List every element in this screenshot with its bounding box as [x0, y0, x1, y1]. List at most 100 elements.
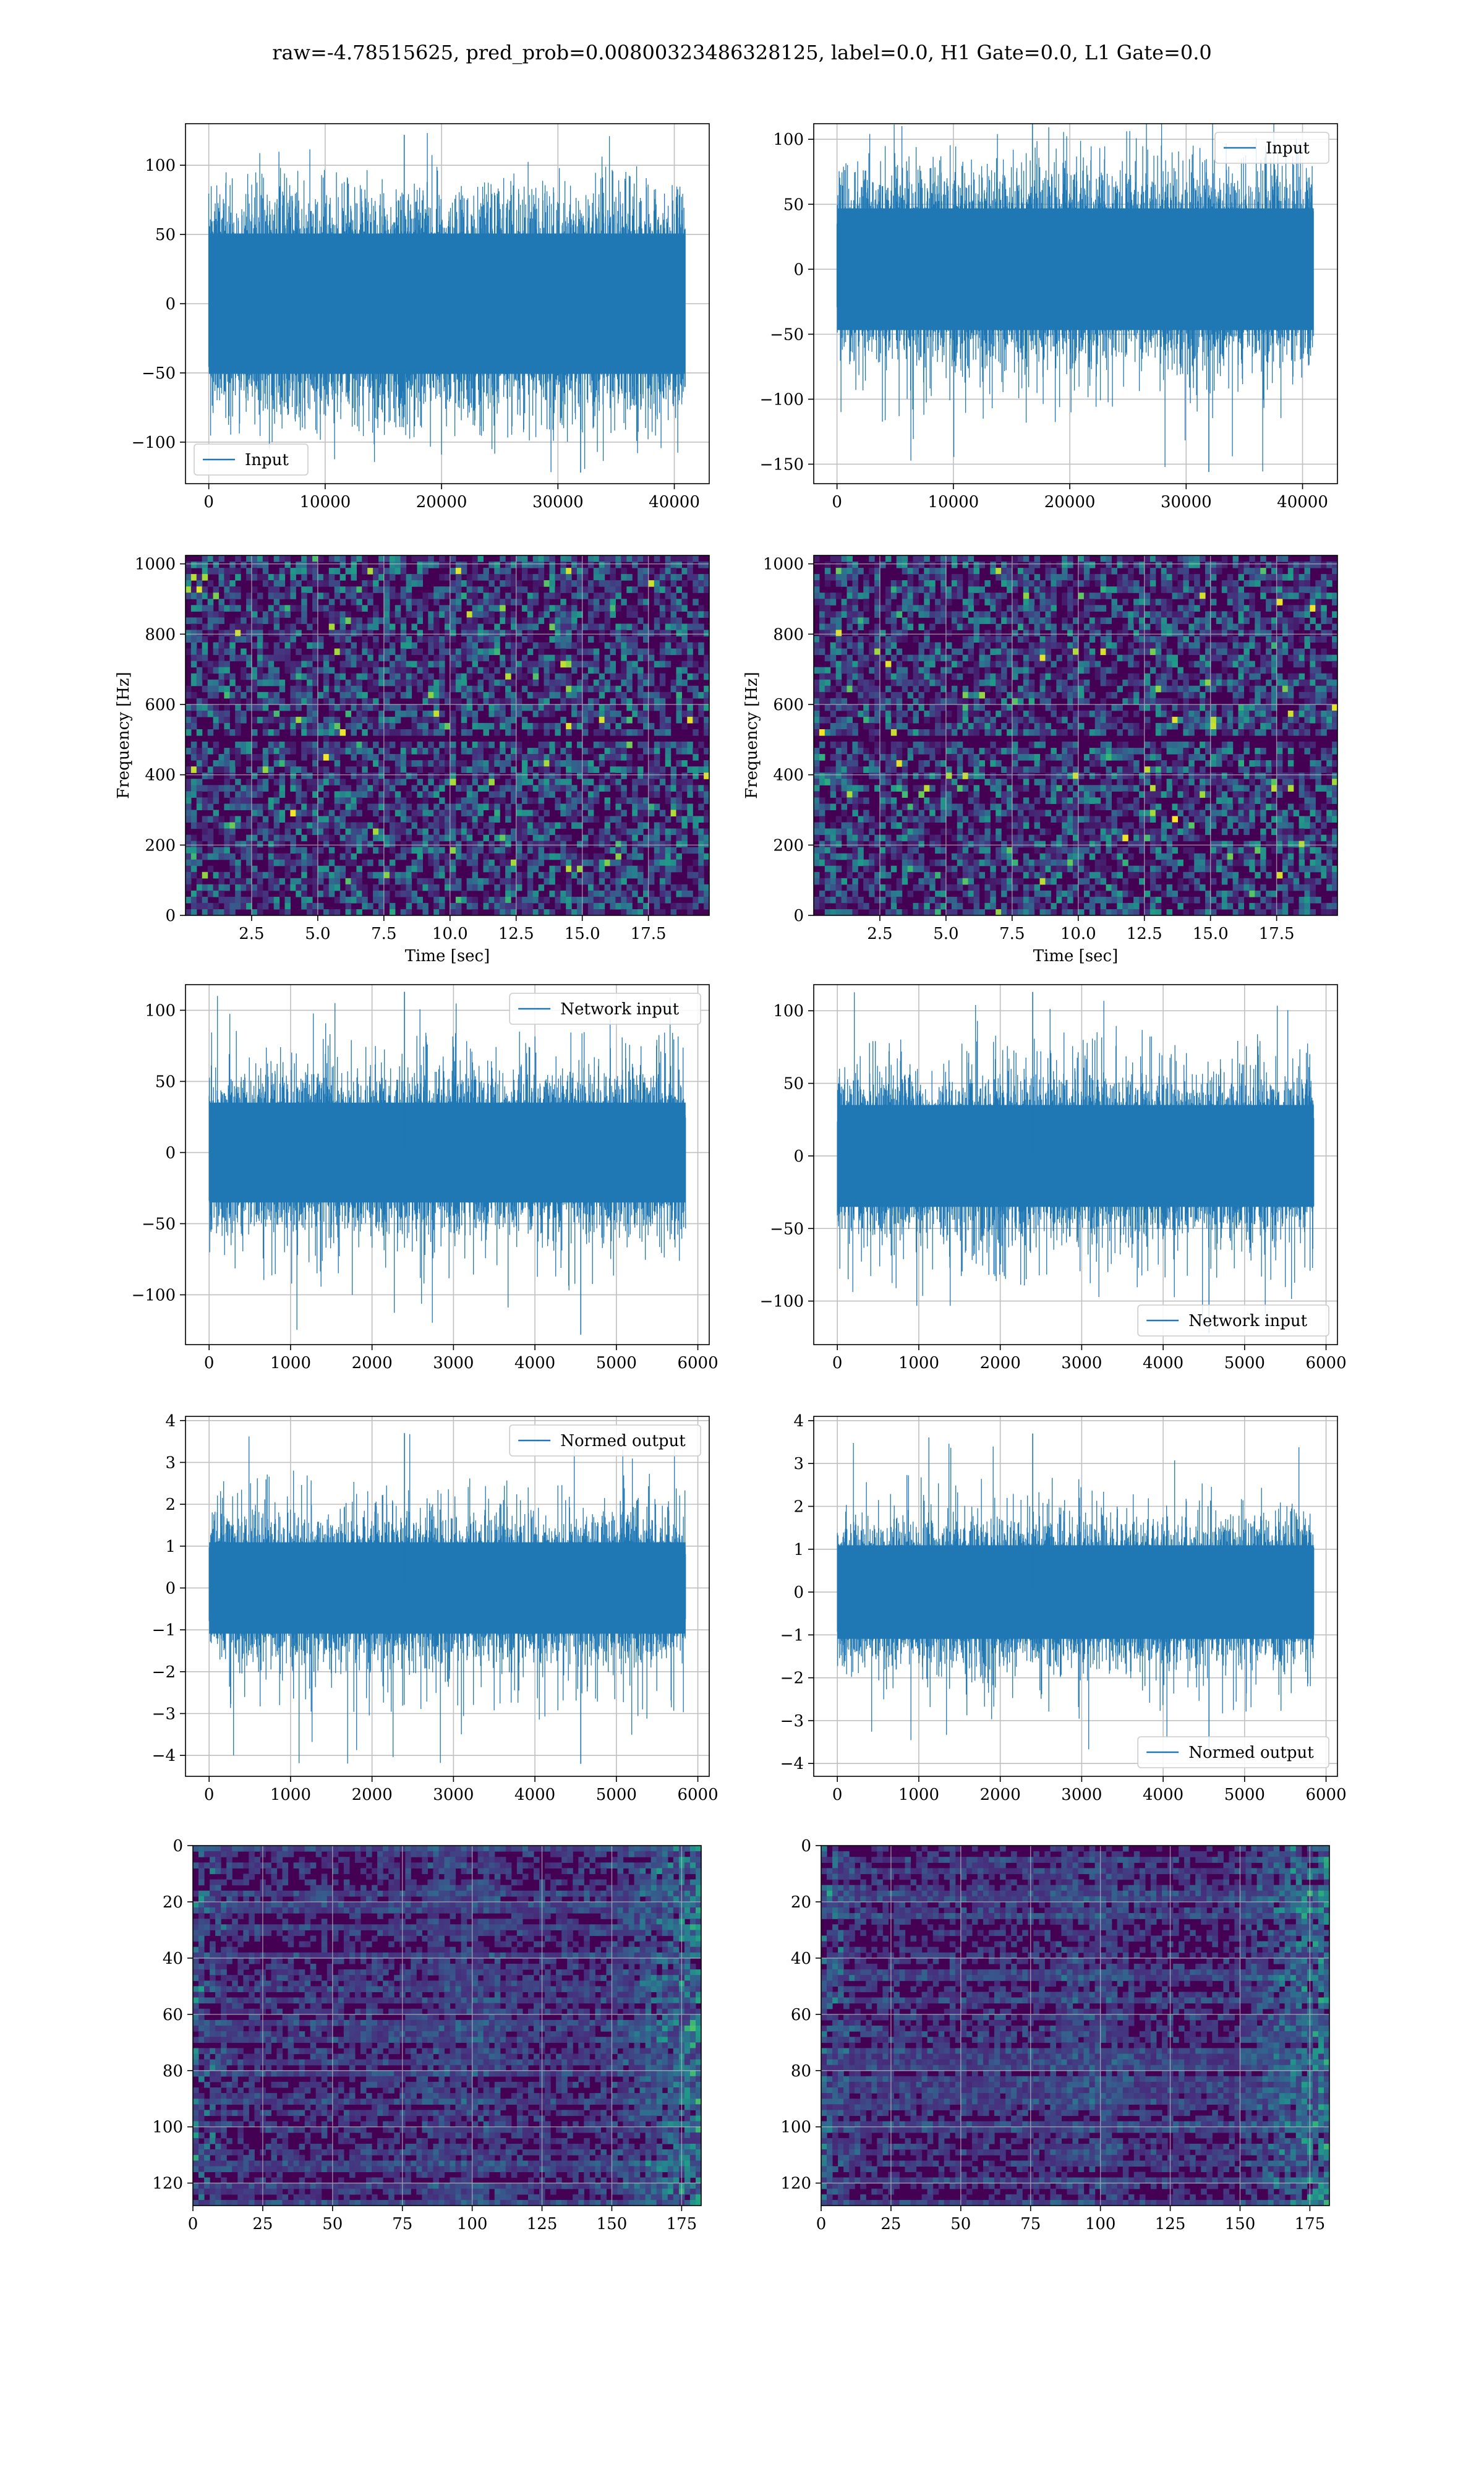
l1-spectrogram-grid: [814, 555, 1337, 915]
h1-input-ticks: 0 10000 20000 30000 40000 −100 −50 0 50 100: [132, 156, 700, 511]
l1-input-plot-area: [814, 124, 1337, 484]
h1-network-input-series-core: [209, 1102, 686, 1203]
l1-feature-map-xtick-label: 100: [1085, 2215, 1116, 2233]
h1-feature-map-xtick-label: 0: [188, 2215, 198, 2233]
h1-feature-map-cells: [193, 1846, 701, 2206]
l1-input-legend-box: [1214, 132, 1329, 164]
h1-input-xtick-label: 0: [203, 493, 214, 511]
l1-spectrogram-xtick-label: 5.0: [933, 925, 958, 943]
h1-normed-output-xtick-label: 1000: [270, 1786, 311, 1804]
h1-spectrogram-xlabel: Time [sec]: [405, 947, 490, 965]
l1-normed-output-legend-box: [1137, 1736, 1329, 1768]
l1-spectrogram-xtick-label: 10.0: [1060, 925, 1096, 943]
h1-spectrogram-ytick-label: 600: [145, 696, 176, 714]
l1-feature-map-ytick-label: 20: [791, 1893, 811, 1912]
h1-network-input-legend: Network input: [509, 993, 701, 1025]
l1-feature-map-xtick-label: 50: [950, 2215, 971, 2233]
h1-spectrogram-ylabel: Frequency [Hz]: [114, 672, 133, 799]
h1-normed-output-ytick-label: 0: [165, 1579, 176, 1598]
h1-spectrogram-xtick-label: 7.5: [371, 925, 396, 943]
l1-normed-output-ytick-label: −1: [780, 1626, 804, 1645]
h1-feature-map-ytick-label: 20: [163, 1893, 183, 1912]
l1-network-input-ticks: 0 1000 2000 3000 4000 5000 6000 −100 −50 0 50 100: [760, 1002, 1347, 1372]
l1-input-ytick-label: 0: [793, 260, 804, 279]
h1-input-xtick-label: 30000: [532, 493, 584, 511]
h1-spectrogram-xtick-label: 12.5: [498, 925, 534, 943]
h1-feature-map-xtick-label: 50: [322, 2215, 343, 2233]
l1-feature-map-xtick-label: 175: [1295, 2215, 1326, 2233]
l1-network-input-xtick-label: 4000: [1143, 1354, 1183, 1372]
h1-feature-map-xtick-label: 75: [392, 2215, 412, 2233]
l1-network-input-ytick-label: −50: [770, 1220, 804, 1238]
h1-spectrogram-ytick-label: 0: [165, 907, 176, 925]
l1-feature-map-plot-area: [821, 1846, 1329, 2206]
h1-normed-output-xtick-label: 0: [204, 1786, 215, 1804]
l1-normed-output-xtick-label: 0: [832, 1786, 843, 1804]
h1-normed-output-legend-box: [509, 1424, 701, 1457]
l1-feature-map-chart: 0 25 50 75 100 125 150 175 0 20 40 60 80 100 120: [780, 1837, 1330, 2233]
h1-input-ytick-label: 100: [145, 156, 176, 175]
l1-normed-output-ytick-label: 2: [793, 1498, 804, 1517]
h1-normed-output-ytick-label: −3: [152, 1705, 176, 1723]
h1-normed-output-ytick-label: 4: [165, 1412, 176, 1431]
l1-spectrogram-xlabel: Time [sec]: [1033, 947, 1119, 965]
l1-normed-output-xtick-label: 4000: [1143, 1786, 1183, 1804]
l1-feature-map-ytick-label: 0: [801, 1837, 811, 1856]
l1-spectrogram-ytick-label: 0: [793, 907, 804, 925]
h1-input-chart: 0 10000 20000 30000 40000 −100 −50 0 50 100 Input: [132, 123, 710, 511]
h1-feature-map-xtick-label: 175: [667, 2215, 697, 2233]
h1-spectrogram-xtick-label: 17.5: [631, 925, 667, 943]
l1-network-input-frame: [813, 984, 1338, 1345]
l1-normed-output-plot-area: [814, 1416, 1337, 1776]
l1-feature-map-ytick-label: 60: [791, 2006, 811, 2024]
h1-spectrogram-ticks: 2.5 5.0 7.5 10.0 12.5 15.0 17.5 0 200 400 600 800 10…: [135, 555, 667, 943]
l1-network-input-ytick-label: 50: [783, 1075, 804, 1094]
l1-normed-output-legend: Normed output: [1137, 1736, 1329, 1768]
l1-feature-map-ytick-label: 80: [791, 2062, 811, 2081]
l1-feature-map-frame: [821, 1845, 1330, 2206]
h1-feature-map-grid: [193, 1846, 701, 2206]
l1-network-input-xtick-label: 0: [832, 1354, 843, 1372]
h1-network-input-ytick-label: −100: [132, 1286, 176, 1304]
l1-input-xtick-label: 30000: [1161, 493, 1212, 511]
h1-network-input-xtick-label: 3000: [433, 1354, 474, 1372]
h1-spectrogram-ytick-label: 1000: [135, 555, 176, 574]
h1-network-input-xtick-label: 1000: [270, 1354, 311, 1372]
l1-feature-map-ytick-label: 120: [780, 2175, 811, 2193]
l1-normed-output-chart: 0 1000 2000 3000 4000 5000 6000 −4 −3 −2 −1 0 1 2 3 4 No…: [780, 1412, 1347, 1804]
l1-spectrogram-xtick-label: 2.5: [867, 925, 892, 943]
h1-normed-output-xtick-label: 3000: [433, 1786, 474, 1804]
l1-feature-map-xtick-label: 0: [816, 2215, 827, 2233]
l1-feature-map-ytick-label: 40: [791, 1950, 811, 1968]
h1-network-input-xtick-label: 0: [204, 1354, 215, 1372]
l1-feature-map-ytick-label: 100: [780, 2118, 811, 2137]
h1-feature-map-ytick-label: 80: [163, 2062, 183, 2081]
l1-input-xtick-label: 0: [832, 493, 842, 511]
h1-normed-output-frame: [185, 1416, 710, 1777]
h1-normed-output-ytick-label: 2: [165, 1496, 176, 1514]
h1-input-xtick-label: 40000: [649, 493, 700, 511]
l1-network-input-xtick-label: 1000: [898, 1354, 939, 1372]
l1-normed-output-ytick-label: −3: [780, 1712, 804, 1731]
l1-spectrogram-ylabel: Frequency [Hz]: [743, 672, 761, 799]
l1-feature-map-xtick-label: 25: [881, 2215, 901, 2233]
h1-normed-output-ytick-label: 1: [165, 1538, 176, 1556]
l1-normed-output-ytick-label: −4: [780, 1755, 804, 1773]
h1-normed-output-xtick-label: 2000: [352, 1786, 393, 1804]
h1-spectrogram-ytick-label: 400: [145, 766, 176, 785]
l1-input-ytick-label: 100: [773, 131, 804, 149]
h1-normed-output-xtick-label: 6000: [677, 1786, 718, 1804]
l1-normed-output-frame: [813, 1416, 1338, 1777]
h1-feature-map-ytick-label: 120: [152, 2175, 183, 2193]
h1-feature-map-xtick-label: 150: [597, 2215, 628, 2233]
h1-spectrogram-plot-area: [186, 555, 709, 915]
h1-normed-output-ytick-label: 3: [165, 1453, 176, 1472]
l1-spectrogram-ytick-label: 600: [773, 696, 804, 714]
l1-network-input-series-core: [837, 1105, 1314, 1207]
l1-spectrogram-ytick-label: 800: [773, 625, 804, 644]
l1-feature-map-xtick-label: 125: [1155, 2215, 1186, 2233]
l1-input-ytick-label: −50: [770, 325, 804, 344]
h1-normed-output-xtick-label: 4000: [514, 1786, 555, 1804]
h1-feature-map-ticks: 0 25 50 75 100 125 150 175 0 20 40 60 80 100 120: [152, 1837, 697, 2233]
l1-normed-output-ytick-label: 1: [793, 1541, 804, 1559]
